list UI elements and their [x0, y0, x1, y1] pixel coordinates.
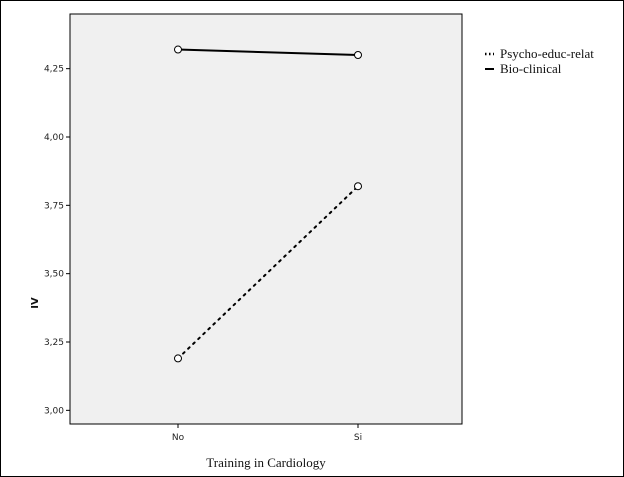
series-line [177, 48, 359, 56]
series-line [177, 185, 359, 360]
series-bio-clinical [174, 45, 362, 59]
x-axis: No Si [172, 424, 362, 443]
x-axis-label: Training in Cardiology [206, 455, 326, 470]
series-layer [174, 45, 362, 363]
legend-label: Bio-clinical [500, 61, 562, 76]
x-tick-label: Si [354, 433, 362, 443]
y-tick-label: 4,00 [44, 133, 64, 143]
series-psycho-educ-relat [174, 182, 362, 363]
x-tick-label: No [172, 433, 185, 443]
y-axis: 3,00 3,25 3,50 3,75 4,00 4,25 [44, 65, 70, 416]
data-point [174, 45, 182, 54]
data-point [174, 354, 182, 363]
y-tick-label: 3,75 [44, 201, 64, 211]
legend-label: Psycho-educ-relat [500, 46, 594, 61]
data-point [354, 182, 362, 191]
y-tick-label: 3,25 [44, 338, 64, 348]
y-tick-label: 3,50 [44, 270, 64, 280]
data-point [354, 51, 362, 59]
plot-area [69, 13, 463, 425]
y-tick-label: 4,25 [44, 65, 64, 75]
y-tick-label: 3,00 [44, 406, 64, 416]
y-axis-label: IV [30, 297, 41, 309]
